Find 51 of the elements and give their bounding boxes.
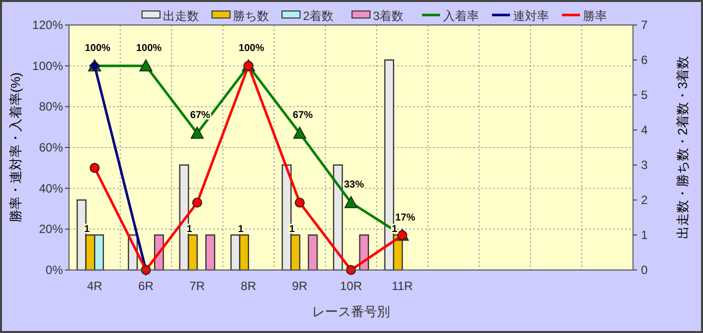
data-label: 33% <box>344 180 364 191</box>
point <box>192 198 202 208</box>
legend-label: 勝率 <box>583 9 607 23</box>
y2-tick-label: 3 <box>641 158 648 172</box>
point <box>293 126 306 139</box>
y2-tick-label: 5 <box>641 88 648 102</box>
x-tick-label: 7R <box>190 279 206 293</box>
point <box>344 196 358 208</box>
y2-tick-label: 0 <box>641 263 648 277</box>
x-axis-title: レース番号別 <box>312 304 390 319</box>
legend-label: 2着数 <box>303 9 334 23</box>
y-tick-label: 80% <box>38 100 64 114</box>
data-label: 67% <box>292 110 313 122</box>
y-tick-label: 20% <box>38 222 64 236</box>
point <box>139 59 152 72</box>
x-tick-label: 6R <box>138 279 154 293</box>
data-label: 100% <box>136 42 162 54</box>
y-tick-label: 100% <box>32 58 64 73</box>
point <box>294 198 305 208</box>
bar <box>332 164 343 271</box>
y2-tick-label: 2 <box>641 193 648 207</box>
legend-label: 出走数 <box>163 9 199 23</box>
data-label: 100% <box>238 42 264 54</box>
legend-label: 3着数 <box>373 9 404 23</box>
y2-axis-title: 出走数・勝ち数・2着数・3着数 <box>675 56 690 240</box>
data-label: 67% <box>190 110 210 122</box>
x-tick-label: 11R <box>392 279 414 293</box>
data-label: 17% <box>395 212 416 224</box>
x-tick-label: 9R <box>292 279 308 293</box>
point <box>190 126 204 139</box>
bar <box>205 234 216 271</box>
point <box>90 162 100 173</box>
data-label: 100% <box>84 42 111 54</box>
y2-tick-label: 1 <box>641 228 648 242</box>
x-tick-label: 4R <box>86 279 103 293</box>
y-tick-label: 40% <box>38 181 64 196</box>
bar <box>359 234 370 271</box>
x-tick-label: 8R <box>240 279 256 293</box>
y2-tick-label: 4 <box>641 123 648 137</box>
bar <box>308 234 318 271</box>
勝ち数: 1 <box>238 224 244 235</box>
y-tick-label: 60% <box>38 140 64 154</box>
legend-label: 連対率 <box>513 9 549 23</box>
y-tick-label: 120% <box>32 18 64 32</box>
y-axis-title: 勝率・連対率・入着率(%) <box>8 72 23 223</box>
x-tick-label: 10R <box>340 279 362 293</box>
y2-tick-label: 6 <box>641 53 648 67</box>
y2-tick-label: 7 <box>641 18 648 32</box>
y-tick-label: 0% <box>46 263 64 277</box>
legend-label: 入着率 <box>443 9 479 23</box>
legend-label: 勝ち数 <box>233 9 269 23</box>
